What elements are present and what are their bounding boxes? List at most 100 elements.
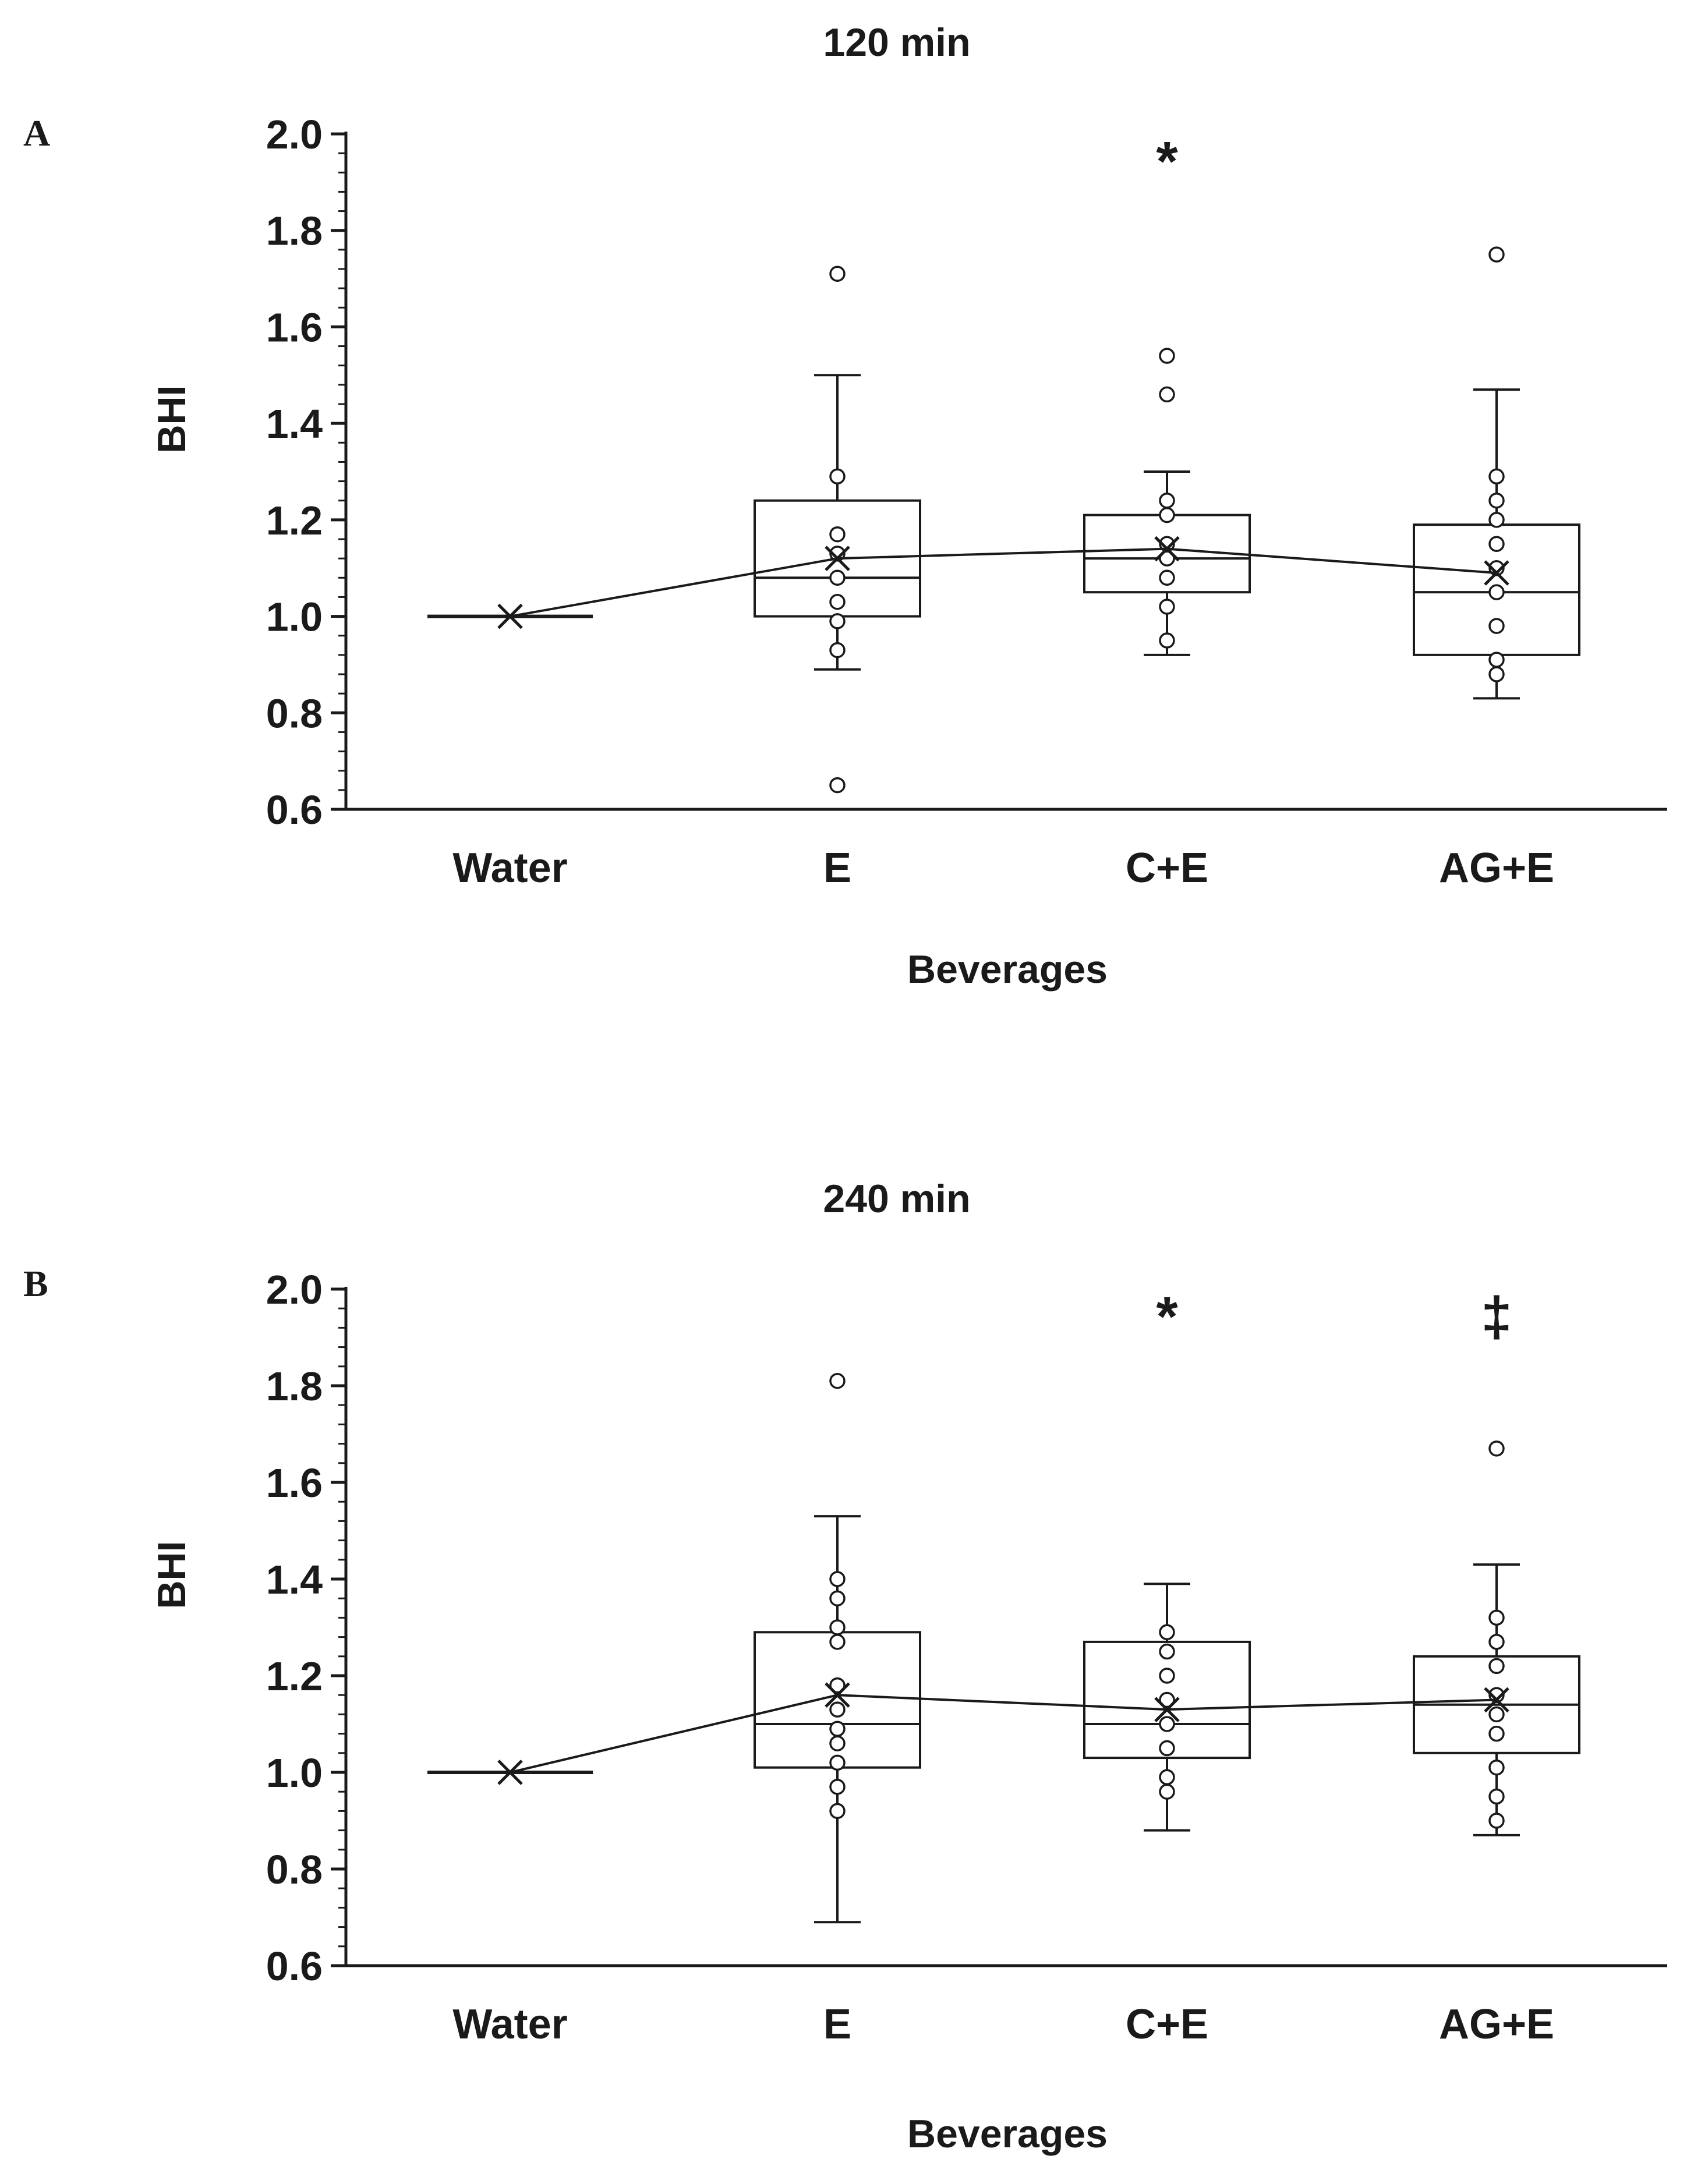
significance-marker: * xyxy=(1156,1286,1178,1348)
box-iqr xyxy=(1083,1640,1251,1760)
y-tick-label: 1.2 xyxy=(266,1654,323,1699)
data-point xyxy=(1159,1643,1175,1660)
data-point xyxy=(1488,1609,1505,1626)
axes xyxy=(344,1287,1667,1967)
data-point xyxy=(1159,569,1175,586)
y-tick-label: 2.0 xyxy=(266,112,323,157)
data-point xyxy=(829,1754,846,1771)
data-point xyxy=(1159,348,1175,364)
panel-title: 120 min xyxy=(823,20,970,65)
panel-letter: A xyxy=(23,112,50,154)
axes xyxy=(344,132,1667,811)
mean-trend-line xyxy=(510,547,1497,618)
y-axis-label: BHI xyxy=(150,385,194,453)
data-point xyxy=(829,1372,846,1389)
significance-markers: * xyxy=(1156,130,1178,193)
mean-line xyxy=(510,1694,1497,1774)
box-plots xyxy=(427,246,1580,794)
data-point xyxy=(1488,584,1505,600)
mean-trend-line xyxy=(510,1694,1497,1774)
x-tick-label: E xyxy=(823,2001,851,2048)
data-point xyxy=(1488,246,1505,263)
data-point xyxy=(829,569,846,586)
data-point xyxy=(1488,1658,1505,1675)
x-tick-label: E xyxy=(823,845,851,891)
box-ag-e xyxy=(1413,246,1580,700)
x-categories: Water E C+E AG+E xyxy=(452,845,1554,891)
significance-marker: * xyxy=(1156,130,1178,193)
x-tick-label: C+E xyxy=(1126,2001,1208,2048)
significance-marker: ‡ xyxy=(1481,1286,1512,1348)
x-axis-label: Beverages xyxy=(907,2112,1108,2156)
data-point xyxy=(1159,492,1175,509)
y-axis-label: BHI xyxy=(150,1541,194,1609)
data-point xyxy=(829,546,846,562)
data-point xyxy=(1488,1706,1505,1723)
data-point xyxy=(829,1619,846,1636)
data-point xyxy=(1159,1716,1175,1732)
box-e xyxy=(754,266,921,794)
data-point xyxy=(1488,652,1505,668)
box-plots xyxy=(427,1372,1580,1924)
x-tick-label: C+E xyxy=(1126,845,1208,891)
x-tick-label: Water xyxy=(452,845,567,891)
data-point xyxy=(829,1701,846,1718)
data-point xyxy=(1159,1740,1175,1757)
data-point xyxy=(1159,1783,1175,1800)
y-tick-label: 1.0 xyxy=(266,1750,323,1796)
y-tick-label: 1.4 xyxy=(266,1557,323,1602)
y-tick-label: 1.2 xyxy=(266,498,323,543)
data-point xyxy=(829,266,846,282)
mean-line xyxy=(510,547,1497,618)
data-point xyxy=(829,1571,846,1587)
data-point xyxy=(1159,386,1175,403)
data-point xyxy=(1488,1634,1505,1650)
y-tick-label: 1.6 xyxy=(266,305,323,350)
data-point xyxy=(829,1677,846,1694)
x-categories: Water E C+E AG+E xyxy=(452,2001,1554,2048)
y-tick-label: 1.8 xyxy=(266,1364,323,1409)
x-tick-label: Water xyxy=(452,2001,567,2048)
y-tick-label: 2.0 xyxy=(266,1267,323,1312)
data-point xyxy=(1488,1788,1505,1805)
y-ticks: 0.6 0.8 1.0 1.2 1.4 1.6 1.8 2.0 xyxy=(266,1267,346,1989)
data-point xyxy=(1159,1691,1175,1708)
data-point xyxy=(1488,1725,1505,1742)
x-axis-label: Beverages xyxy=(907,947,1108,992)
box-c-e xyxy=(1083,348,1251,656)
data-point xyxy=(829,526,846,543)
data-point xyxy=(1159,1769,1175,1786)
significance-markers: * ‡ xyxy=(1156,1286,1512,1348)
data-point xyxy=(829,1721,846,1737)
y-tick-label: 1.4 xyxy=(266,401,323,447)
data-point xyxy=(829,1735,846,1751)
data-point xyxy=(1488,1440,1505,1457)
data-point xyxy=(829,613,846,629)
data-point xyxy=(829,1779,846,1795)
data-point xyxy=(1159,1624,1175,1641)
data-point xyxy=(829,777,846,794)
x-tick-label: AG+E xyxy=(1439,2001,1554,2048)
panel-title: 240 min xyxy=(823,1177,970,1221)
box-c-e xyxy=(1083,1583,1251,1832)
data-point xyxy=(829,1634,846,1650)
y-tick-label: 0.6 xyxy=(266,787,323,833)
data-point xyxy=(1159,507,1175,523)
data-point xyxy=(1488,1759,1505,1776)
box-ag-e xyxy=(1413,1440,1580,1836)
data-point xyxy=(1488,536,1505,553)
panel-b: 240 min B BHI Beverages 0.6 0.8 1.0 1.2 1.4 1… xyxy=(23,1177,1667,2156)
data-point xyxy=(829,593,846,610)
data-point xyxy=(1159,632,1175,649)
data-point xyxy=(1488,492,1505,509)
data-point xyxy=(1488,468,1505,485)
panel-letter: B xyxy=(23,1263,48,1304)
data-point xyxy=(1159,550,1175,567)
data-point xyxy=(829,1803,846,1820)
y-tick-label: 1.8 xyxy=(266,208,323,254)
data-point xyxy=(1159,599,1175,615)
data-point xyxy=(1488,512,1505,528)
data-point xyxy=(829,642,846,659)
data-point xyxy=(1488,1813,1505,1829)
